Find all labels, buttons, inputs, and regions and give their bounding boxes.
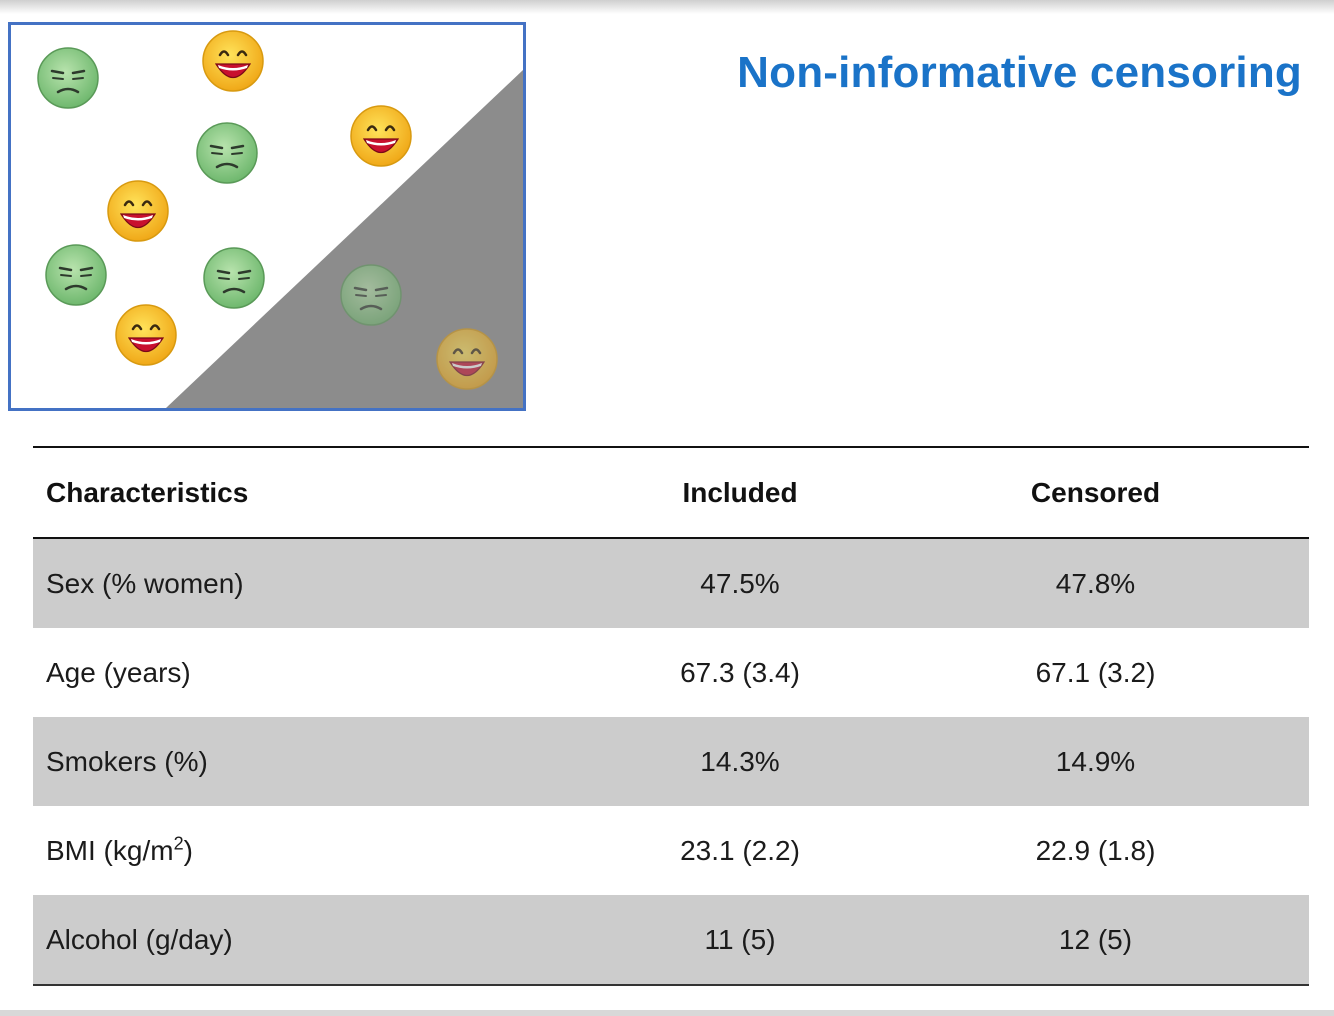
included-value: 11 (5) bbox=[598, 895, 882, 986]
table-row: BMI (kg/m2) 23.1 (2.2) 22.9 (1.8) bbox=[33, 806, 1309, 895]
row-label-superscript: 2 bbox=[173, 833, 184, 854]
censored-value: 12 (5) bbox=[882, 895, 1309, 986]
row-label-main: BMI (kg/m bbox=[46, 834, 174, 866]
row-label: Smokers (%) bbox=[33, 717, 598, 806]
sad-face-icon bbox=[196, 122, 258, 184]
included-value: 67.3 (3.4) bbox=[680, 656, 800, 688]
row-label: Sex (% women) bbox=[33, 538, 598, 628]
page-title: Non-informative censoring bbox=[737, 48, 1302, 97]
table-header-row: Characteristics Included Censored bbox=[33, 446, 1309, 539]
table-row: Age (years) 67.3 (3.4) 67.1 (3.2) bbox=[33, 628, 1309, 717]
happy-face-icon bbox=[350, 105, 412, 167]
faces-group bbox=[37, 30, 498, 390]
table-row: Alcohol (g/day) 11 (5) 12 (5) bbox=[33, 895, 1309, 986]
happy-face-icon bbox=[436, 328, 498, 390]
included-value: 14.3% bbox=[598, 717, 882, 806]
characteristics-table: Characteristics Included Censored Sex (%… bbox=[33, 446, 1309, 986]
row-label: BMI (kg/m2) bbox=[33, 806, 598, 895]
row-label: Age (years) bbox=[46, 656, 191, 688]
happy-face-icon bbox=[202, 30, 264, 92]
censored-value: 22.9 (1.8) bbox=[1035, 834, 1156, 866]
included-value: 47.5% bbox=[598, 538, 882, 628]
table-row: Smokers (%) 14.3% 14.9% bbox=[33, 717, 1309, 806]
sad-face-icon bbox=[203, 247, 265, 309]
sad-face-icon bbox=[37, 47, 99, 109]
censoring-illustration bbox=[8, 22, 526, 411]
row-label-end: ) bbox=[183, 834, 193, 866]
censored-region bbox=[166, 70, 523, 408]
censored-value: 14.9% bbox=[882, 717, 1309, 806]
sad-face-icon bbox=[340, 264, 402, 326]
happy-face-icon bbox=[115, 304, 177, 366]
top-edge bbox=[0, 0, 1334, 14]
header-censored: Censored bbox=[882, 446, 1309, 539]
row-label: Alcohol (g/day) bbox=[33, 895, 598, 986]
included-value: 23.1 (2.2) bbox=[680, 834, 800, 866]
table-row: Sex (% women) 47.5% 47.8% bbox=[33, 538, 1309, 628]
bottom-edge bbox=[0, 1010, 1334, 1016]
header-characteristics: Characteristics bbox=[33, 446, 598, 539]
happy-face-icon bbox=[107, 180, 169, 242]
censored-value: 67.1 (3.2) bbox=[1035, 656, 1156, 688]
illustration-canvas bbox=[37, 30, 523, 408]
censored-value: 47.8% bbox=[882, 538, 1309, 628]
sad-face-icon bbox=[45, 244, 107, 306]
header-included: Included bbox=[598, 446, 882, 539]
